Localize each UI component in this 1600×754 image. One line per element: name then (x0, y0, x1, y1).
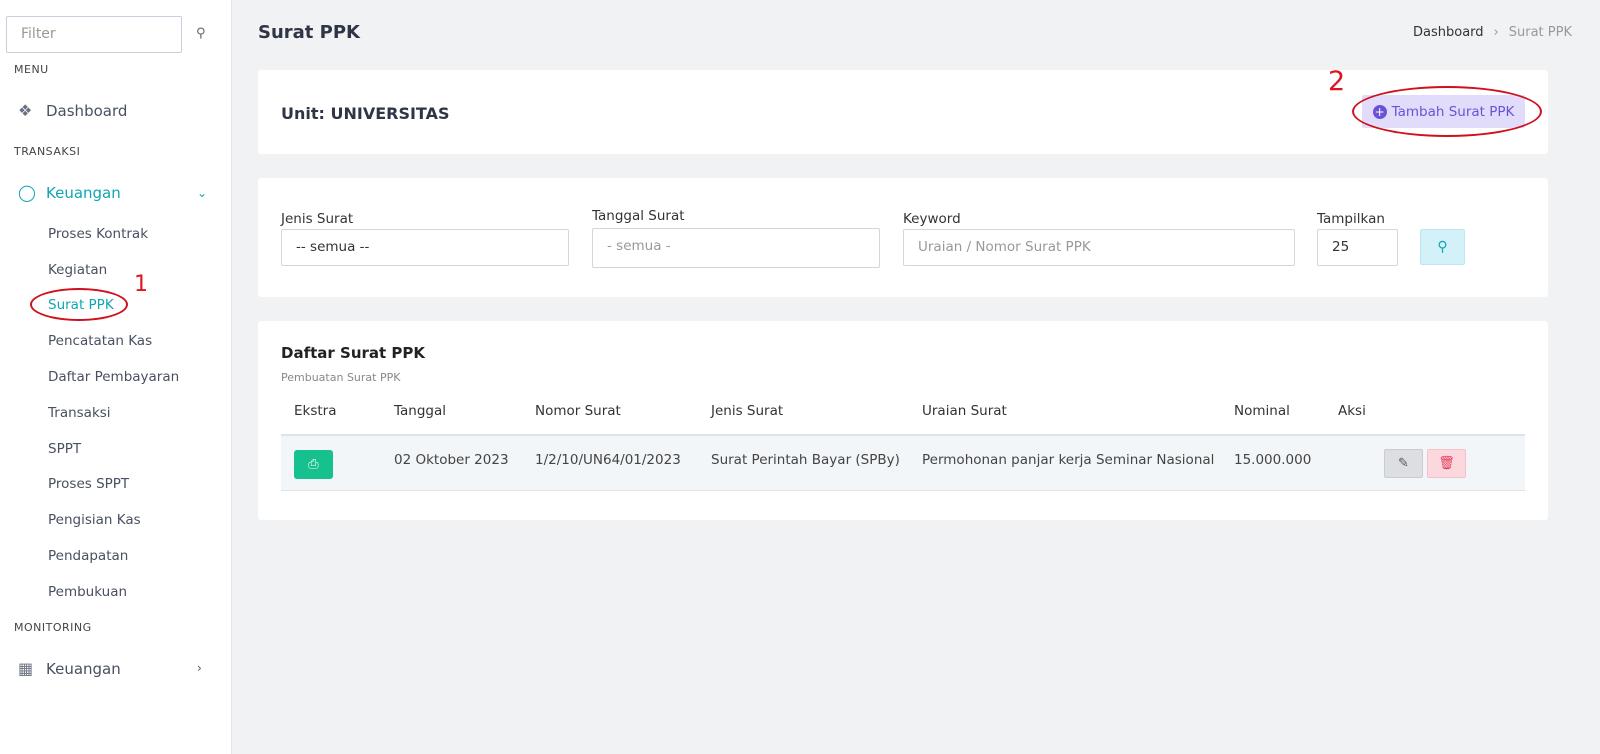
keyword-input[interactable]: Uraian / Nomor Surat PPK (903, 229, 1295, 266)
search-icon[interactable]: ⚲ (196, 26, 206, 41)
sidebar: Filter ⚲ MENU ❖ Dashboard TRANSAKSI ◯ Keua… (0, 0, 232, 754)
annotation-2: 2 (1328, 66, 1346, 97)
cell-jenis-surat: Surat Perintah Bayar (SPBy) (711, 452, 900, 468)
sidebar-subitem-kegiatan[interactable]: Kegiatan (48, 262, 108, 278)
search-button[interactable]: ⚲ (1420, 229, 1465, 265)
tanggal-surat-label: Tanggal Surat (592, 208, 685, 224)
jenis-surat-select[interactable]: -- semua -- (281, 229, 569, 266)
clipboard-chart-icon: ▦ (18, 659, 34, 678)
list-subtitle: Pembuatan Surat PPK (281, 371, 401, 384)
breadcrumb: Dashboard › Surat PPK (1413, 25, 1572, 40)
sidebar-item-dashboard[interactable]: ❖ Dashboard (18, 101, 127, 120)
tanggal-surat-input[interactable]: - semua - (592, 228, 880, 268)
sidebar-item-label: Keuangan (46, 659, 121, 678)
main-content: Surat PPK Dashboard › Surat PPK Unit: UNIV… (232, 0, 1600, 754)
trash-icon: 🗑 (1438, 456, 1455, 471)
piggy-bank-icon: ◯ (18, 183, 36, 202)
filter-input[interactable]: Filter (6, 16, 182, 53)
annotation-1: 1 (134, 272, 148, 297)
sidebar-subitem-pencatatan-kas[interactable]: Pencatatan Kas (48, 333, 153, 349)
column-header-aksi: Aksi (1338, 403, 1366, 419)
sidebar-item-keuangan[interactable]: ◯ Keuangan (18, 183, 121, 202)
sidebar-subitem-proses-kontrak[interactable]: Proses Kontrak (48, 226, 149, 242)
delete-button[interactable]: 🗑 (1427, 449, 1466, 478)
unit-card: Unit: UNIVERSITAS + Tambah Surat PPK 2 (258, 66, 1548, 154)
tampilkan-input[interactable]: 25 (1317, 229, 1398, 266)
annotation-ellipse-1 (30, 288, 128, 321)
sidebar-item-monitoring-keuangan[interactable]: ▦ Keuangan (18, 659, 121, 678)
column-header-jenis-surat: Jenis Surat (711, 403, 784, 419)
tampilkan-label: Tampilkan (1317, 211, 1385, 227)
unit-title: Unit: UNIVERSITAS (281, 104, 450, 123)
print-button[interactable]: ⎙ (294, 450, 333, 479)
print-icon: ⎙ (308, 457, 319, 472)
sidebar-item-label: Keuangan (46, 183, 121, 202)
section-menu: MENU (14, 63, 49, 76)
list-card: Daftar Surat PPK Pembuatan Surat PPK Eks… (258, 321, 1548, 520)
column-header-nomor-surat: Nomor Surat (535, 403, 621, 419)
table-row: ⎙ 02 Oktober 2023 1/2/10/UN64/01/2023 Su… (281, 434, 1525, 491)
keyword-label: Keyword (903, 211, 961, 227)
edit-button[interactable]: ✎ (1384, 449, 1423, 478)
sidebar-subitem-pendapatan[interactable]: Pendapatan (48, 548, 129, 564)
sidebar-subitem-proses-sppt[interactable]: Proses SPPT (48, 476, 130, 492)
cubes-icon: ❖ (18, 101, 33, 120)
sidebar-subitem-sppt[interactable]: SPPT (48, 441, 82, 457)
breadcrumb-current: Surat PPK (1508, 25, 1572, 40)
sidebar-subitem-daftar-pembayaran[interactable]: Daftar Pembayaran (48, 369, 180, 385)
breadcrumb-dashboard[interactable]: Dashboard (1413, 25, 1484, 40)
jenis-surat-label: Jenis Surat (281, 211, 354, 227)
cell-uraian-surat: Permohonan panjar kerja Seminar Nasional (922, 452, 1215, 468)
cell-nomor-surat: 1/2/10/UN64/01/2023 (535, 452, 681, 468)
column-header-tanggal: Tanggal (394, 403, 447, 419)
column-header-nominal: Nominal (1234, 403, 1290, 419)
chevron-right-icon[interactable]: › (197, 661, 202, 675)
list-title: Daftar Surat PPK (281, 344, 426, 362)
section-transaksi: TRANSAKSI (14, 145, 81, 158)
chevron-down-icon[interactable]: ⌄ (197, 186, 208, 200)
page-title: Surat PPK (258, 22, 361, 43)
cell-nominal: 15.000.000 (1234, 452, 1312, 468)
sidebar-item-label: Dashboard (46, 101, 128, 120)
sidebar-subitem-transaksi[interactable]: Transaksi (48, 405, 111, 421)
annotation-ellipse-2 (1352, 86, 1542, 137)
sidebar-subitem-pembukuan[interactable]: Pembukuan (48, 584, 128, 600)
sidebar-subitem-pengisian-kas[interactable]: Pengisian Kas (48, 512, 141, 528)
pencil-icon: ✎ (1398, 456, 1409, 471)
cell-tanggal: 02 Oktober 2023 (394, 452, 509, 468)
column-header-uraian-surat: Uraian Surat (922, 403, 1007, 419)
column-header-ekstra: Ekstra (294, 403, 337, 419)
breadcrumb-separator: › (1493, 25, 1499, 40)
section-monitoring: MONITORING (14, 621, 92, 634)
filter-card: Jenis Surat -- semua -- Tanggal Surat - … (258, 178, 1548, 297)
search-icon: ⚲ (1437, 239, 1448, 255)
